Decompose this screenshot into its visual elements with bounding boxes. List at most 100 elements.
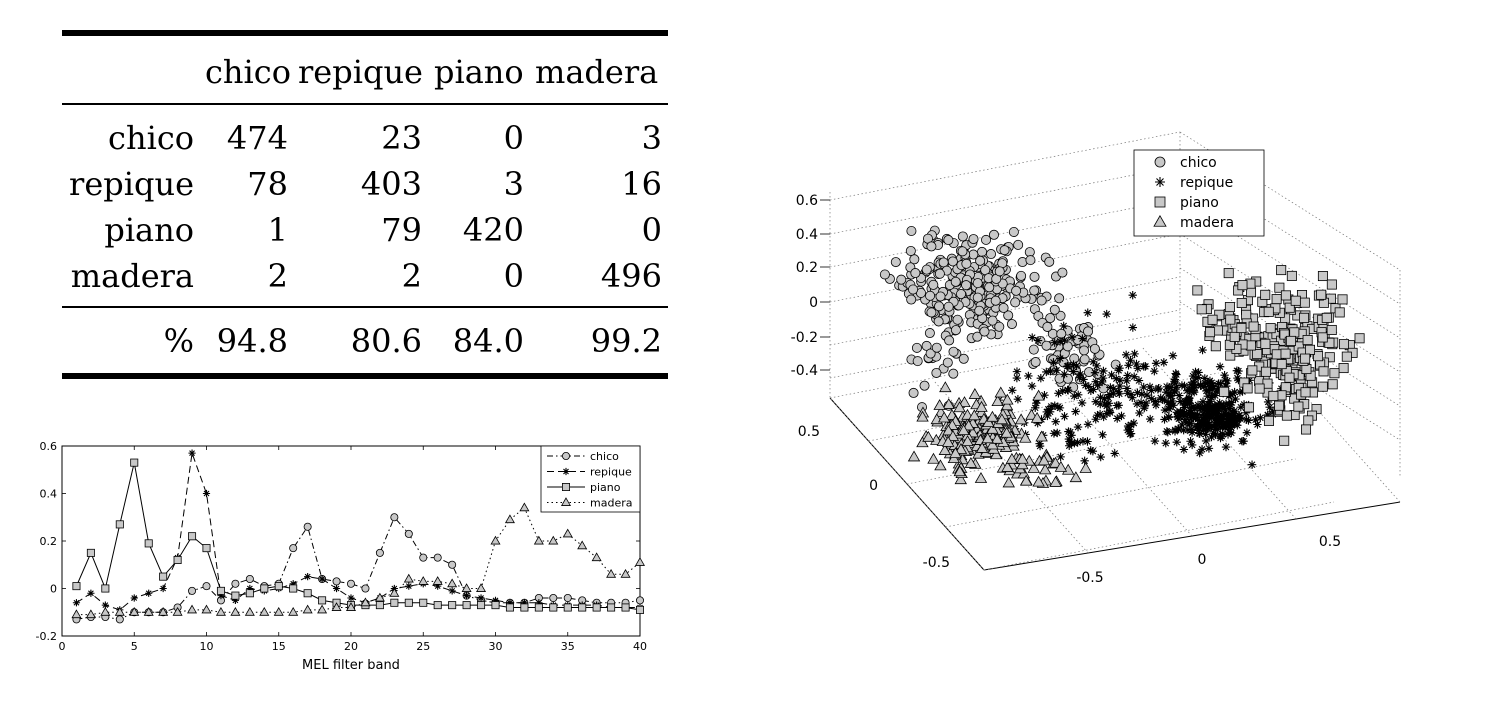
scatter-point-repique bbox=[1033, 418, 1042, 428]
scatter-point-chico bbox=[1008, 226, 1019, 237]
scatter-point-repique bbox=[1215, 402, 1225, 412]
scatter-point-repique bbox=[1046, 402, 1056, 411]
scatter-point-madera bbox=[961, 435, 974, 447]
scatter-point-repique bbox=[1125, 425, 1134, 434]
scatter-point-repique bbox=[1172, 437, 1181, 447]
z-gridline-right bbox=[1179, 233, 1401, 373]
scatter-point-repique bbox=[1201, 430, 1210, 439]
scatter-point-repique bbox=[1201, 436, 1211, 446]
scatter-point-repique bbox=[1132, 399, 1142, 409]
data-point-piano bbox=[592, 603, 601, 612]
scatter-point-repique bbox=[1195, 448, 1204, 458]
scatter-point-repique bbox=[1123, 389, 1132, 398]
table-cell: 1 bbox=[267, 211, 288, 249]
scatter-point-repique bbox=[1154, 384, 1163, 393]
scatter-point-madera bbox=[1000, 426, 1013, 438]
scatter-point-chico bbox=[957, 246, 968, 257]
scatter-point-repique bbox=[1193, 400, 1203, 410]
scatter-point-madera bbox=[1016, 452, 1029, 464]
scatter-point-repique bbox=[1212, 387, 1222, 397]
data-point-repique bbox=[506, 599, 514, 607]
scatter-point-repique bbox=[1233, 373, 1242, 383]
data-point-madera bbox=[345, 602, 357, 611]
data-point-madera bbox=[418, 576, 429, 585]
scatter-point-repique bbox=[1096, 393, 1105, 402]
data-point-chico bbox=[563, 593, 572, 602]
scatter-point-madera bbox=[934, 459, 947, 471]
scatter-point-chico bbox=[1042, 321, 1053, 332]
scatter-point-repique bbox=[1078, 334, 1087, 343]
scatter-point-repique bbox=[1242, 415, 1251, 424]
scatter-point-repique bbox=[1126, 390, 1136, 399]
scatter-point-repique bbox=[1177, 381, 1187, 390]
scatter-point-chico bbox=[943, 301, 954, 312]
scatter-point-repique bbox=[1181, 415, 1190, 424]
total-cell: 80.6 bbox=[350, 322, 422, 360]
scatter-point-repique bbox=[1221, 381, 1230, 391]
y-tick-label: 0.2 bbox=[40, 535, 58, 548]
scatter-point-madera bbox=[1049, 475, 1062, 487]
data-point-repique bbox=[202, 489, 211, 498]
scatter-point-piano bbox=[1260, 366, 1271, 377]
data-point-madera bbox=[577, 540, 588, 550]
scatter-point-piano bbox=[1263, 415, 1274, 426]
scatter-point-repique bbox=[1071, 407, 1080, 416]
scatter-point-chico bbox=[1055, 310, 1066, 321]
scatter-point-madera bbox=[995, 413, 1009, 425]
scatter-point-piano bbox=[1271, 349, 1282, 360]
scatter-point-repique bbox=[1169, 401, 1178, 410]
data-point-piano bbox=[274, 582, 283, 591]
scatter-point-madera bbox=[957, 424, 970, 436]
scatter-point-repique bbox=[1165, 382, 1174, 392]
data-point-chico bbox=[346, 579, 355, 588]
data-point-piano bbox=[173, 556, 182, 565]
z-tick-label: 0 bbox=[809, 295, 818, 311]
scatter-point-repique bbox=[1161, 439, 1170, 448]
data-point-madera bbox=[187, 604, 198, 614]
scatter-point-repique bbox=[1128, 323, 1138, 332]
scatter-point-repique bbox=[1070, 391, 1079, 401]
legend-label-piano: piano bbox=[1180, 195, 1219, 211]
scatter-point-piano bbox=[1293, 401, 1304, 412]
scatter-point-madera bbox=[949, 447, 962, 458]
scatter-point-chico bbox=[943, 235, 954, 246]
scatter-point-repique bbox=[1182, 409, 1192, 418]
b-axis-tick-label: 0.5 bbox=[1319, 534, 1341, 550]
legend-marker-chico bbox=[1154, 156, 1166, 168]
data-point-madera bbox=[201, 604, 212, 614]
total-label: % bbox=[163, 322, 194, 360]
scatter-point-repique bbox=[1234, 366, 1243, 376]
scatter-point-repique bbox=[1203, 418, 1213, 427]
scatter-point-piano bbox=[1279, 435, 1290, 446]
table-cell: 79 bbox=[381, 211, 422, 249]
scatter-point-repique bbox=[1142, 390, 1152, 400]
x-axis-label: MEL filter band bbox=[302, 658, 400, 673]
scatter-point-chico bbox=[910, 268, 921, 279]
scatter-point-repique bbox=[1201, 412, 1210, 422]
scatter-point-madera bbox=[1001, 460, 1014, 472]
scatter-point-repique bbox=[1203, 424, 1212, 433]
data-point-madera bbox=[620, 568, 631, 578]
scatter-point-madera bbox=[1014, 413, 1028, 425]
scatter-point-repique bbox=[1086, 446, 1095, 455]
scatter-point-repique bbox=[1093, 410, 1102, 420]
data-point-madera bbox=[606, 568, 617, 578]
data-point-chico bbox=[202, 582, 211, 591]
data-point-piano bbox=[144, 539, 153, 548]
scatter-point-madera bbox=[1079, 461, 1092, 473]
column-header: piano bbox=[434, 53, 524, 91]
scatter-point-repique bbox=[1208, 409, 1217, 418]
scatter-point-repique bbox=[1167, 400, 1176, 409]
scatter-point-repique bbox=[1206, 423, 1215, 432]
scatter-point-repique bbox=[1186, 437, 1195, 446]
data-point-repique bbox=[463, 592, 471, 600]
scatter-point-repique bbox=[1215, 398, 1224, 408]
scatter-point-repique bbox=[1226, 423, 1236, 432]
scatter-point-repique bbox=[1055, 337, 1065, 346]
scatter-point-repique bbox=[1186, 380, 1196, 389]
scatter-point-piano bbox=[1279, 329, 1290, 340]
data-point-madera bbox=[172, 606, 183, 616]
scatter-point-madera bbox=[942, 398, 955, 409]
scatter-point-madera bbox=[1027, 462, 1040, 473]
scatter-point-repique bbox=[1122, 376, 1131, 385]
